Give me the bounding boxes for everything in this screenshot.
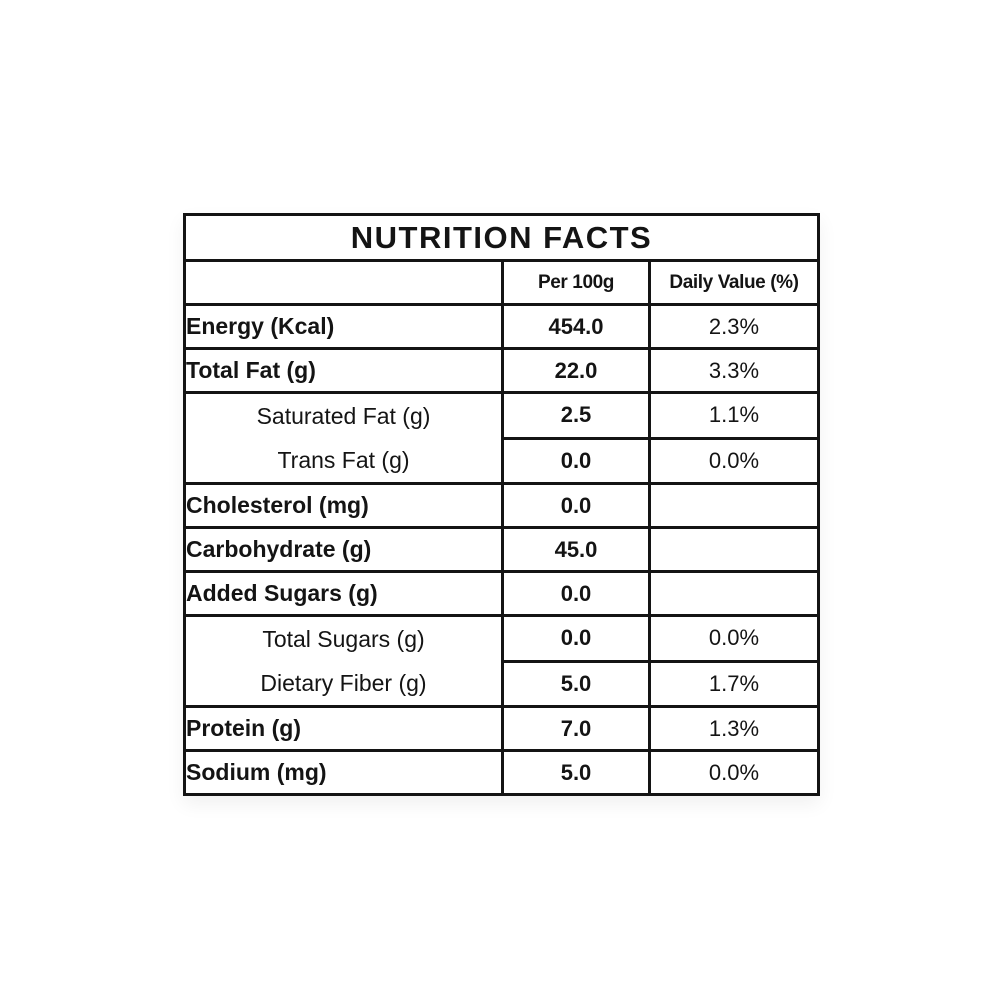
sugar-sub-label-group: Total Sugars (g) Dietary Fiber (g) [183,614,504,708]
nutrient-name: Carbohydrate (g) [183,526,504,573]
nutrient-name: Total Sugars (g) [262,625,425,652]
daily-value-percent: 2.3% [648,303,820,350]
row-total-fat: Total Fat (g) 22.0 3.3% [183,347,820,394]
per-100g-value: 5.0 [501,749,651,796]
row-protein: Protein (g) 7.0 1.3% [183,705,820,752]
nutrient-name: Saturated Fat (g) [256,402,431,429]
per-100g-value: 2.5 [501,391,651,440]
nutrient-name: Trans Fat (g) [277,446,410,473]
daily-value-percent: 1.1% [648,391,820,440]
column-header-per-100g: Per 100g [501,259,651,306]
row-added-sugars: Added Sugars (g) 0.0 [183,570,820,617]
nutrient-name: Energy (Kcal) [183,303,504,350]
nutrition-table: NUTRITION FACTS Per 100g Daily Value (%)… [183,213,820,796]
per-100g-value: 0.0 [501,614,651,663]
column-header-empty [183,259,504,306]
daily-value-percent [648,526,820,573]
per-100g-value: 7.0 [501,705,651,752]
header-row: Per 100g Daily Value (%) [183,259,820,306]
daily-value-percent: 0.0% [648,614,820,663]
per-100g-value: 454.0 [501,303,651,350]
daily-value-percent [648,482,820,529]
per-100g-value: 45.0 [501,526,651,573]
row-dietary-fiber: 5.0 1.7% [185,659,820,708]
per-100g-value: 5.0 [501,659,651,708]
daily-value-percent: 3.3% [648,347,820,394]
nutrient-name: Protein (g) [183,705,504,752]
nutrient-name: Total Fat (g) [183,347,504,394]
row-cholesterol: Cholesterol (mg) 0.0 [183,482,820,529]
daily-value-percent: 0.0% [648,749,820,796]
per-100g-value: 0.0 [501,570,651,617]
nutrient-name: Cholesterol (mg) [183,482,504,529]
daily-value-percent: 0.0% [648,436,820,485]
nutrient-name: Dietary Fiber (g) [260,669,427,696]
row-energy: Energy (Kcal) 454.0 2.3% [183,303,820,350]
daily-value-percent: 1.3% [648,705,820,752]
daily-value-percent [648,570,820,617]
daily-value-percent: 1.7% [648,659,820,708]
title-row: NUTRITION FACTS [183,213,820,262]
nutrition-facts-label: NUTRITION FACTS Per 100g Daily Value (%)… [183,213,820,796]
row-saturated-fat: Saturated Fat (g) Trans Fat (g) 2.5 1.1% [183,391,820,485]
nutrient-name: Added Sugars (g) [183,570,504,617]
per-100g-value: 0.0 [501,482,651,529]
nutrient-name: Sodium (mg) [183,749,504,796]
per-100g-value: 22.0 [501,347,651,394]
label-title: NUTRITION FACTS [183,213,820,262]
row-total-sugars: Total Sugars (g) Dietary Fiber (g) 0.0 0… [183,614,820,708]
row-trans-fat: 0.0 0.0% [185,436,820,485]
column-header-daily-value: Daily Value (%) [648,259,820,306]
fat-sub-label-group: Saturated Fat (g) Trans Fat (g) [183,391,504,485]
per-100g-value: 0.0 [501,436,651,485]
row-carbohydrate: Carbohydrate (g) 45.0 [183,526,820,573]
row-sodium: Sodium (mg) 5.0 0.0% [183,749,820,796]
